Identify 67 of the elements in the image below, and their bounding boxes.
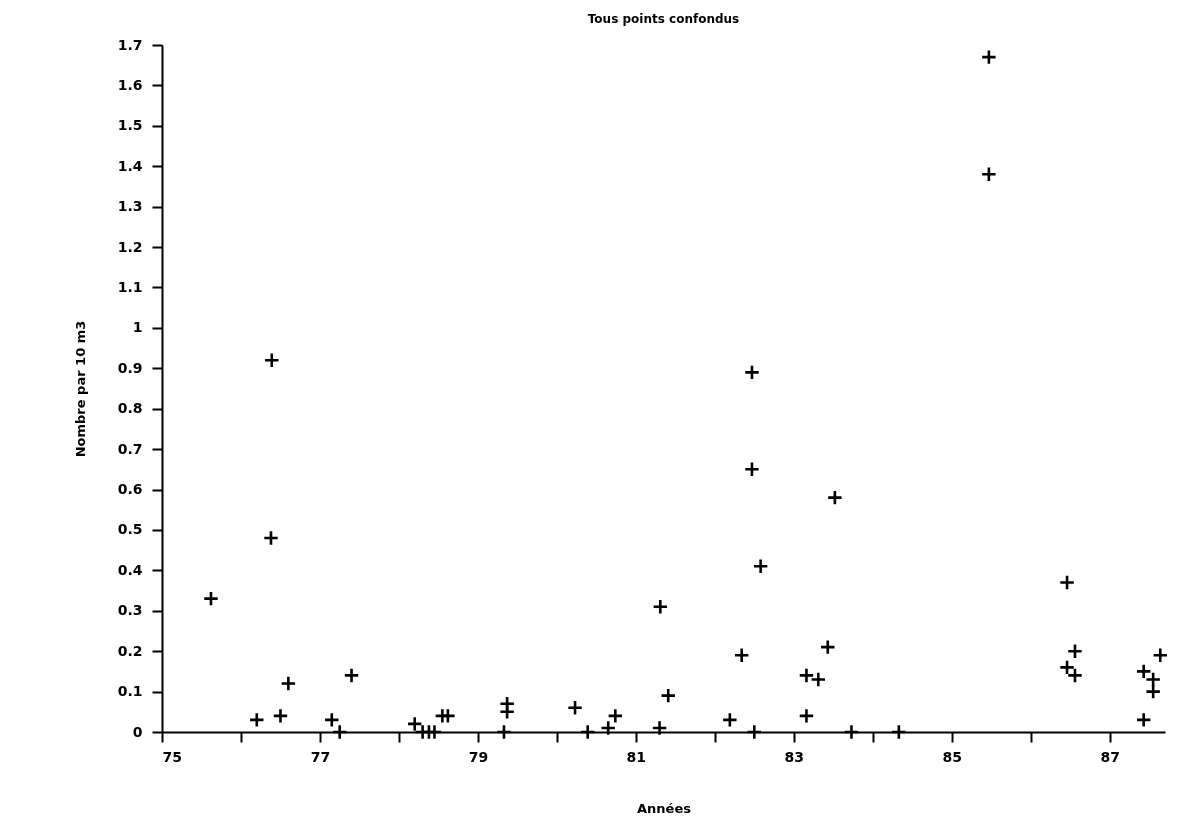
point [798, 667, 815, 684]
point [1059, 574, 1076, 591]
point [272, 707, 289, 724]
y-tick-label: 0.2 [117, 642, 143, 659]
point [1145, 683, 1162, 700]
point [819, 639, 836, 656]
y-tick-label: 1.1 [117, 278, 143, 295]
point [660, 687, 677, 704]
y-tick-label: 0.9 [117, 359, 143, 376]
point [743, 461, 760, 478]
point [499, 703, 516, 720]
point [248, 711, 265, 728]
x-tick-label: 77 [310, 748, 331, 765]
point [733, 647, 750, 664]
point [980, 49, 997, 66]
point [567, 699, 584, 716]
point [743, 364, 760, 381]
point [323, 711, 340, 728]
point [600, 719, 617, 736]
point [426, 723, 443, 741]
point [607, 707, 624, 724]
point [579, 723, 596, 741]
y-tick-label: 1.3 [117, 198, 143, 215]
point [280, 675, 297, 692]
y-tick-label: 0 [132, 723, 143, 740]
y-tick-label: 1.7 [117, 36, 143, 53]
y-tick-label: 0.3 [117, 602, 143, 619]
point [651, 719, 668, 736]
x-tick-label: 85 [942, 748, 963, 765]
x-tick-label: 87 [1100, 748, 1120, 765]
y-tick-label: 1 [132, 319, 143, 336]
y-tick-label: 0.4 [117, 561, 143, 578]
point [495, 723, 512, 741]
point [721, 711, 738, 728]
x-tick-label: 79 [468, 748, 489, 765]
point [826, 489, 843, 506]
x-axis-title: Années [637, 800, 692, 816]
y-tick-label: 1.5 [117, 117, 143, 134]
point [202, 590, 219, 607]
point [1135, 711, 1152, 728]
y-tick-label: 1.6 [117, 76, 143, 93]
y-tick-label: 0.7 [117, 440, 143, 457]
point [262, 530, 279, 547]
y-tick-label: 0.1 [117, 683, 143, 700]
point [890, 723, 907, 741]
point [331, 723, 348, 741]
y-tick-label: 0.6 [117, 481, 143, 498]
point [810, 671, 827, 688]
y-tick-label: 0.8 [117, 400, 143, 417]
x-tick-label: 81 [626, 748, 647, 765]
point [1066, 643, 1083, 660]
y-tick-label: 0.5 [117, 521, 143, 538]
chart-title: Tous points confondus [587, 12, 740, 26]
point [263, 352, 280, 369]
point [343, 667, 360, 684]
x-tick-label: 83 [784, 748, 805, 765]
point [1152, 647, 1169, 664]
point [652, 598, 669, 615]
y-axis-title: Nombre par 10 m3 [72, 320, 88, 458]
point [843, 723, 860, 741]
y-tick-label: 1.4 [117, 157, 143, 174]
x-tick-label: 75 [162, 748, 182, 765]
point [980, 166, 997, 183]
point [752, 558, 769, 575]
y-tick-label: 1.2 [117, 238, 143, 255]
point [798, 707, 815, 724]
point [746, 723, 763, 741]
